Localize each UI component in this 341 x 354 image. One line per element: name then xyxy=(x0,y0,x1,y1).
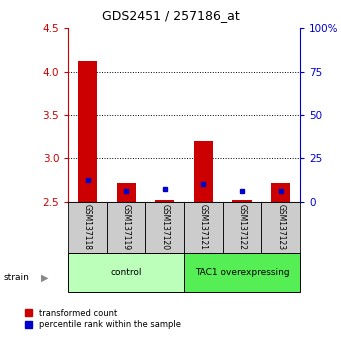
Text: GSM137122: GSM137122 xyxy=(238,205,247,250)
Bar xyxy=(262,202,300,253)
Text: GDS2451 / 257186_at: GDS2451 / 257186_at xyxy=(102,9,239,22)
Bar xyxy=(223,202,262,253)
Legend: transformed count, percentile rank within the sample: transformed count, percentile rank withi… xyxy=(25,309,181,329)
Bar xyxy=(184,253,300,292)
Text: GSM137120: GSM137120 xyxy=(160,204,169,251)
Bar xyxy=(271,183,291,202)
Text: GSM137121: GSM137121 xyxy=(199,205,208,250)
Text: GSM137119: GSM137119 xyxy=(122,204,131,251)
Bar xyxy=(107,202,146,253)
Bar xyxy=(194,141,213,202)
Bar xyxy=(68,253,184,292)
Text: strain: strain xyxy=(3,273,29,282)
Text: GSM137118: GSM137118 xyxy=(83,205,92,250)
Text: GSM137123: GSM137123 xyxy=(276,204,285,251)
Bar xyxy=(117,183,136,202)
Bar xyxy=(233,200,252,202)
Bar xyxy=(68,202,107,253)
Bar xyxy=(155,200,175,202)
Text: ▶: ▶ xyxy=(41,273,48,283)
Bar xyxy=(78,61,97,202)
Bar xyxy=(184,202,223,253)
Bar xyxy=(146,202,184,253)
Text: control: control xyxy=(110,268,142,277)
Text: TAC1 overexpressing: TAC1 overexpressing xyxy=(195,268,290,277)
